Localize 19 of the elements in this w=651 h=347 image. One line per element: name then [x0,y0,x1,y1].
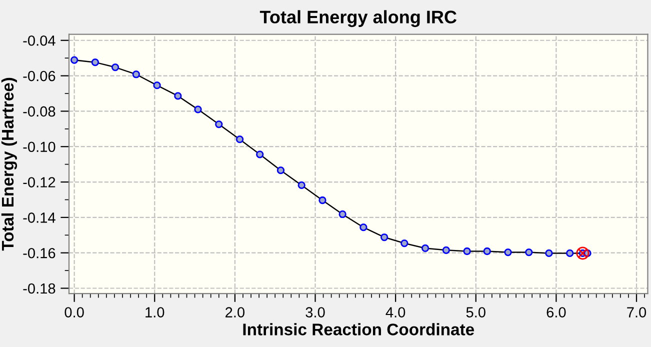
y-tick-label: -0.04 [23,35,56,46]
x-tick-label: 3.0 [306,307,325,318]
x-tick-label: 7.0 [627,307,646,318]
y-tick-label: -0.12 [23,177,56,188]
y-tick-label: -0.14 [23,212,56,223]
x-tick-label: 1.0 [146,307,164,318]
y-tick-label: -0.10 [23,142,56,152]
x-tick-label: 6.0 [546,307,566,318]
y-tick-label: -0.06 [23,70,56,82]
x-tick-label: 4.0 [386,307,406,318]
x-tick-label: 2.0 [226,307,244,318]
y-axis-title: Total Energy (Hartree) [1,78,18,251]
chart-title: Total Energy along IRC [260,10,457,28]
x-tick-label: 0.0 [64,307,84,318]
y-tick-label: -0.16 [23,248,56,258]
x-tick-label: 5.0 [466,307,486,318]
x-axis-title: Intrinsic Reaction Coordinate [243,323,474,336]
y-tick-label: -0.18 [23,283,56,294]
y-tick-label: -0.08 [23,106,56,117]
